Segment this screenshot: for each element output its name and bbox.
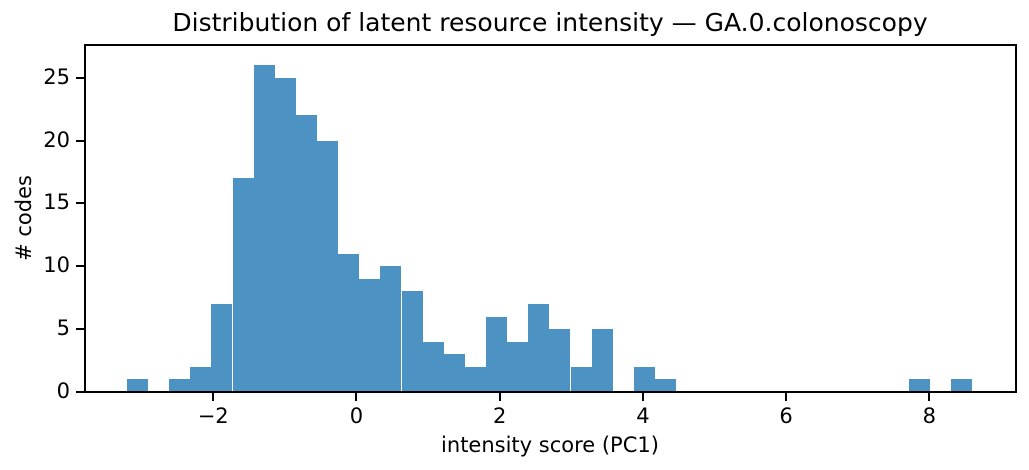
y-tick-mark — [76, 328, 84, 331]
histogram-bar — [295, 115, 317, 392]
x-tick-mark — [785, 393, 788, 401]
histogram-bar — [317, 140, 339, 392]
x-tick-mark — [928, 393, 931, 401]
x-tick-mark — [498, 393, 501, 401]
histogram-bar — [232, 178, 254, 392]
x-tick-label: 8 — [922, 404, 936, 428]
left-spine — [84, 44, 86, 393]
x-tick-label: 4 — [636, 404, 650, 428]
x-tick-mark — [641, 393, 644, 401]
y-tick-label: 20 — [43, 127, 70, 152]
histogram-bar — [908, 379, 930, 392]
y-tick-label: 10 — [43, 253, 70, 278]
y-tick-mark — [76, 202, 84, 205]
x-tick-mark — [355, 393, 358, 401]
x-tick-label: 2 — [493, 404, 507, 428]
histogram-bar — [169, 379, 191, 392]
x-tick-label: 0 — [349, 404, 364, 428]
histogram-bar — [549, 329, 571, 392]
plot-area: −2 0 2 4 6 8 0 5 10 15 20 25 — [43, 44, 1017, 428]
histogram-bar — [443, 354, 465, 392]
histogram-bar — [655, 379, 677, 392]
histogram-bar — [359, 278, 381, 392]
histogram-bar — [422, 341, 444, 392]
histogram-bar — [190, 366, 212, 392]
x-tick-label: −2 — [197, 404, 229, 428]
right-spine — [1015, 44, 1017, 393]
histogram-bar — [528, 304, 550, 392]
y-axis-label: # codes — [12, 175, 36, 261]
histogram-bar — [950, 379, 972, 392]
y-tick-mark — [76, 391, 84, 393]
x-tick-mark — [212, 393, 215, 401]
chart-title: Distribution of latent resource intensit… — [172, 8, 928, 37]
histogram-bar — [507, 341, 529, 392]
top-spine — [84, 44, 1017, 46]
y-tick-label: 0 — [56, 379, 70, 404]
histogram-bar — [274, 77, 296, 392]
y-tick-label: 5 — [56, 316, 70, 341]
y-tick-mark — [76, 265, 84, 268]
bars-layer — [85, 45, 1016, 392]
histogram-bar — [486, 316, 508, 392]
y-tick-mark — [76, 139, 84, 142]
histogram-bar — [464, 366, 486, 392]
histogram-bar — [380, 266, 402, 392]
y-tick-mark — [76, 76, 84, 79]
x-tick-label: 6 — [779, 404, 793, 428]
x-axis-label: intensity score (PC1) — [441, 433, 659, 457]
histogram-bar — [253, 65, 275, 392]
histogram-bar — [591, 329, 613, 392]
histogram-bar — [570, 366, 592, 392]
histogram-bar — [401, 291, 423, 392]
histogram-bar — [126, 379, 148, 392]
histogram-bar — [633, 366, 655, 392]
y-tick-label: 15 — [43, 190, 70, 215]
histogram-bar — [211, 304, 233, 392]
y-tick-label: 25 — [43, 64, 70, 89]
x-axis-spine — [84, 391, 1017, 393]
histogram-bar — [338, 253, 360, 392]
